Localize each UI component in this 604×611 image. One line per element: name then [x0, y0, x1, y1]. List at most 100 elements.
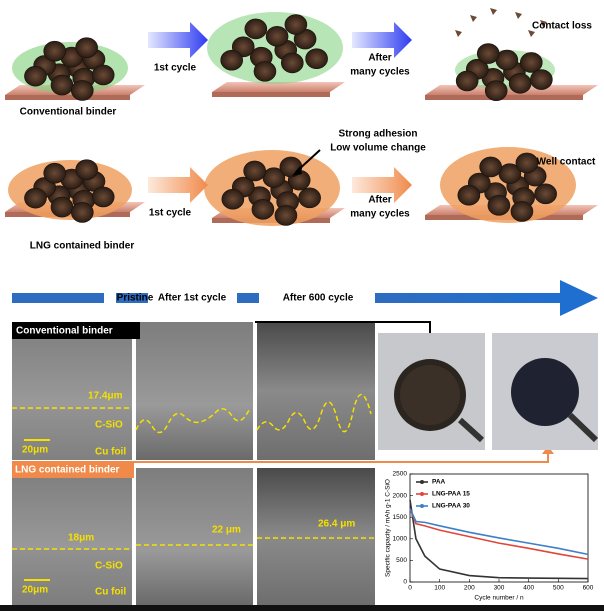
x-tick-label: 0	[408, 585, 412, 592]
particle	[75, 37, 98, 58]
result: Well contact	[537, 157, 596, 168]
particle	[70, 202, 94, 223]
thickness: 26.4 μm	[318, 519, 355, 530]
x-tick-label: 400	[523, 585, 534, 592]
particle	[530, 69, 553, 90]
particle	[43, 40, 67, 62]
y-tick-label: 1500	[393, 514, 408, 521]
particle	[274, 205, 298, 226]
y-tick-label: 2000	[393, 492, 408, 499]
stage: After 600 cycle	[283, 293, 354, 304]
particle	[251, 199, 275, 220]
series-line	[409, 499, 589, 580]
scale: 20μm	[22, 585, 48, 596]
label: LNG contained binder	[30, 241, 135, 252]
particle	[24, 65, 47, 87]
note: Low volume change	[330, 143, 426, 154]
step: After	[368, 53, 391, 64]
particle	[244, 18, 268, 40]
legend-label: LNG-PAA 30	[432, 503, 470, 510]
stage: After 1st cycle	[158, 293, 227, 304]
particle	[479, 156, 502, 178]
y-tick-label: 500	[396, 557, 407, 564]
particle	[50, 74, 74, 96]
particle	[265, 26, 289, 47]
sem-images	[0, 321, 604, 611]
y-tick-label: 0	[403, 579, 407, 586]
legend-label: PAA	[432, 479, 446, 486]
particle	[455, 70, 479, 92]
substrate: Cu foil	[95, 447, 126, 458]
particle	[519, 52, 543, 73]
legend-marker	[420, 504, 424, 508]
panel-title: LNG contained binder	[15, 465, 120, 476]
particle	[484, 80, 508, 101]
particle	[253, 61, 277, 82]
particle	[280, 52, 304, 74]
panel-title: Conventional binder	[16, 326, 113, 337]
particle	[24, 187, 47, 209]
particle	[298, 187, 321, 209]
y-axis-label: Specific capacity / mAh g-1 C-SiO	[385, 479, 392, 577]
particle	[476, 43, 500, 64]
x-tick-label: 600	[583, 585, 594, 592]
step: After	[368, 195, 391, 206]
step: 1st cycle	[154, 63, 197, 74]
legend-marker	[420, 480, 424, 484]
particle	[43, 162, 67, 184]
arrows	[148, 22, 412, 203]
series-line	[409, 508, 589, 560]
thickness: 17.4μm	[88, 391, 123, 402]
particle	[243, 160, 266, 182]
x-tick-label: 300	[494, 585, 505, 592]
fragment	[515, 12, 522, 19]
particle	[284, 14, 308, 35]
note: Strong adhesion	[339, 129, 418, 140]
substrate: Cu foil	[95, 587, 126, 598]
x-axis-label: Cycle number / n	[474, 595, 524, 602]
series-line	[409, 508, 589, 556]
x-tick-label: 500	[553, 585, 564, 592]
y-tick-label: 2500	[393, 471, 408, 478]
fragment	[528, 30, 535, 37]
particle	[220, 49, 243, 71]
legend-marker	[420, 492, 424, 496]
particles	[24, 8, 557, 226]
particle	[487, 195, 511, 216]
timeline	[12, 280, 598, 316]
fragment	[470, 15, 477, 22]
particle	[534, 183, 557, 205]
x-tick-label: 100	[434, 585, 445, 592]
particle	[305, 48, 328, 69]
thickness: 18μm	[68, 533, 94, 544]
step: 1st cycle	[149, 208, 192, 219]
x-tick-label: 200	[464, 585, 475, 592]
particle	[510, 201, 534, 222]
layer: C-SiO	[95, 420, 123, 431]
particle	[91, 64, 115, 86]
fragment	[490, 8, 497, 15]
fragment	[540, 20, 547, 27]
scale: 20μm	[22, 445, 48, 456]
particle	[508, 72, 532, 94]
label: Conventional binder	[20, 107, 117, 118]
step: many cycles	[350, 67, 410, 78]
particle	[221, 188, 245, 210]
y-tick-label: 1000	[393, 536, 408, 543]
layer: C-SiO	[95, 561, 123, 572]
fragment	[455, 30, 462, 37]
thickness: 22 μm	[212, 525, 241, 536]
chart: 0 100 200 300 400 500 600 0 500 1000 1500 2000 2500 C…	[385, 471, 594, 602]
legend-label: LNG-PAA 15	[432, 491, 470, 498]
particle	[457, 184, 481, 206]
particle	[50, 196, 74, 218]
step: many cycles	[350, 209, 410, 220]
particle	[75, 159, 98, 180]
particle	[70, 80, 94, 101]
chart-bg	[380, 464, 600, 605]
result: Contact loss	[532, 21, 592, 32]
particle	[91, 186, 115, 208]
stage: Pristine	[117, 293, 154, 304]
